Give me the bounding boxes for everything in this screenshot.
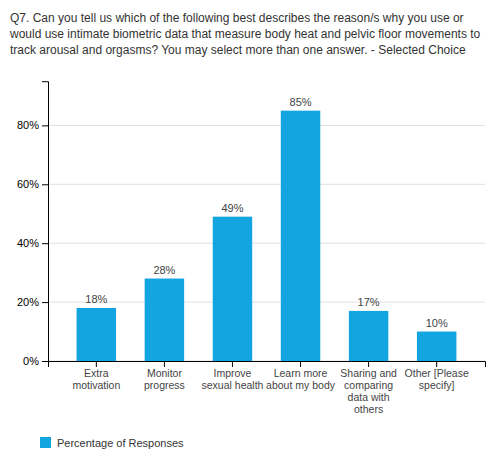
x-tick-label-line: data with (348, 391, 390, 403)
x-tick: Sharing andcomparingdata withothers (340, 361, 397, 415)
bar (281, 111, 320, 361)
x-tick-label-line: sexual health (202, 379, 264, 391)
y-tick-mark (42, 361, 48, 362)
x-tick-label: Improvesexual health (202, 367, 264, 391)
x-tick-label-line: Extra (84, 367, 109, 379)
title-line: Q7. Can you tell us which of the followi… (10, 11, 464, 25)
x-tick: Monitorprogress (144, 361, 185, 391)
data-label: 18% (85, 293, 107, 305)
data-label: 85% (290, 96, 312, 108)
y-tick: 20% (17, 296, 48, 308)
x-tick-label: Sharing andcomparingdata withothers (340, 367, 397, 415)
grid-line (48, 184, 485, 185)
x-axis-line (49, 362, 486, 368)
data-label: 49% (221, 202, 243, 214)
grid (48, 125, 485, 361)
bar (349, 311, 388, 361)
title-line: track arousal and orgasms? You may selec… (10, 43, 466, 57)
y-axis: 0% 20% 40% 60% 80% (17, 82, 49, 367)
bar (213, 217, 252, 361)
bars (77, 111, 457, 361)
y-tick: 0% (23, 355, 48, 367)
x-tick-label-line: Improve (213, 367, 251, 379)
y-tick-mark (42, 184, 48, 185)
y-tick: 40% (17, 237, 48, 249)
y-axis-line (42, 82, 49, 362)
x-tick-mark (164, 361, 165, 367)
y-tick-label: 80% (17, 119, 39, 131)
data-label: 10% (426, 317, 448, 329)
data-label: 28% (153, 264, 175, 276)
x-tick: Improvesexual health (202, 361, 264, 391)
data-labels: 18% 28% 49% 85% 17% 10% (85, 96, 448, 329)
y-tick-mark (42, 302, 48, 303)
plot: 0% 20% 40% 60% 80% Extramotivation Monitorprog… (17, 82, 486, 416)
x-tick-label-line: motivation (72, 379, 120, 391)
x-tick-mark (368, 361, 369, 367)
bar (417, 332, 456, 361)
x-tick: Extramotivation (72, 361, 120, 391)
bar (77, 308, 116, 361)
x-tick-label: Monitorprogress (144, 367, 185, 391)
x-tick-mark (232, 361, 233, 367)
x-tick: Learn moreabout my body (266, 361, 336, 391)
y-tick: 60% (17, 178, 48, 190)
x-tick-label-line: Other [Please (405, 367, 469, 379)
legend-label: Percentage of Responses (57, 437, 184, 449)
grid-line (48, 243, 485, 244)
x-tick: Other [Pleasespecify] (405, 361, 469, 391)
x-tick-label: Learn moreabout my body (266, 367, 336, 391)
x-tick-label-line: comparing (344, 379, 393, 391)
x-tick-mark (96, 361, 97, 367)
x-tick-label-line: specify] (419, 379, 455, 391)
chart: Q7. Can you tell us which of the followi… (0, 0, 500, 459)
x-axis: Extramotivation Monitorprogress Improvesex… (49, 361, 486, 415)
title: Q7. Can you tell us which of the followi… (9, 11, 481, 57)
y-tick-mark (42, 125, 48, 126)
y-tick: 80% (17, 119, 48, 131)
data-label: 17% (358, 296, 380, 308)
bar (145, 279, 184, 361)
y-tick-mark (42, 243, 48, 244)
y-tick-label: 0% (23, 355, 39, 367)
x-tick-mark (436, 361, 437, 367)
legend-item: Percentage of Responses (40, 437, 184, 449)
x-tick-label: Extramotivation (72, 367, 120, 391)
y-tick-label: 20% (17, 296, 39, 308)
grid-line (48, 302, 485, 303)
x-tick-mark (300, 361, 301, 367)
x-tick-label-line: others (354, 403, 383, 415)
x-tick-label-line: Sharing and (340, 367, 397, 379)
y-tick-label: 40% (17, 237, 39, 249)
legend: Percentage of Responses (40, 437, 184, 449)
legend-swatch (40, 437, 51, 448)
x-tick-label-line: about my body (266, 379, 336, 391)
x-tick-label: Other [Pleasespecify] (405, 367, 469, 391)
x-tick-label-line: Learn more (274, 367, 328, 379)
title-line: would use intimate biometric data that m… (9, 27, 481, 41)
grid-line (48, 125, 485, 126)
x-tick-label-line: Monitor (147, 367, 183, 379)
x-tick-label-line: progress (144, 379, 185, 391)
y-tick-label: 60% (17, 178, 39, 190)
